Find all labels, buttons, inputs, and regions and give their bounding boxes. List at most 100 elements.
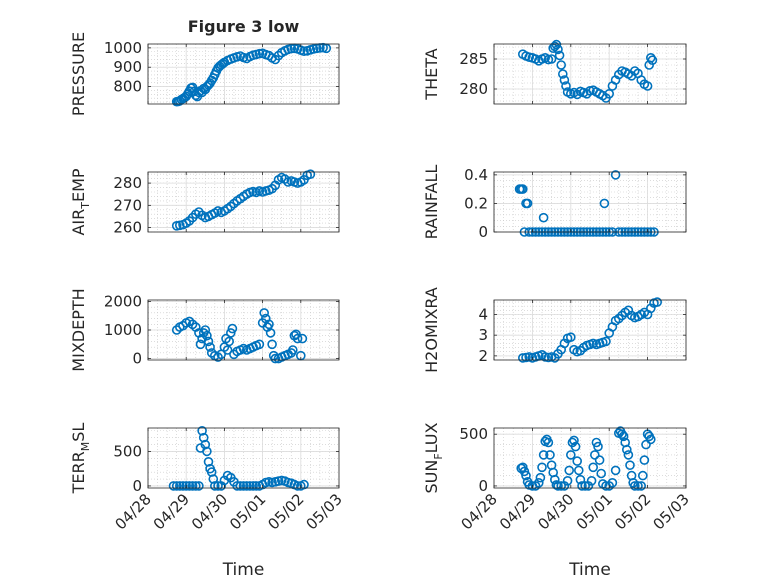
data-point xyxy=(265,328,276,338)
x-tick-label: 05/01 xyxy=(226,490,269,533)
y-tick-label: 0.2 xyxy=(464,194,488,212)
data-point xyxy=(181,481,191,491)
y-axis-label-subscript: F xyxy=(432,453,445,459)
data-point xyxy=(564,465,575,476)
data-point xyxy=(305,169,316,179)
data-point xyxy=(546,54,557,64)
data-point xyxy=(577,481,587,491)
data-point xyxy=(545,450,555,460)
data-point xyxy=(580,481,591,491)
data-point xyxy=(596,468,607,479)
data-point xyxy=(210,481,220,491)
axes-box xyxy=(147,427,340,489)
series-markers xyxy=(516,426,656,491)
x-tick-label: 04/28 xyxy=(112,490,155,533)
y-tick-label: 0 xyxy=(132,477,142,495)
data-point xyxy=(533,477,544,488)
y-axis-label-main: THETA xyxy=(422,48,441,100)
data-point xyxy=(292,333,303,344)
data-point xyxy=(645,434,656,445)
data-point xyxy=(557,69,568,79)
data-point xyxy=(537,462,547,473)
data-point xyxy=(235,481,246,491)
data-point xyxy=(297,333,308,344)
data-point xyxy=(208,474,219,484)
series-markers xyxy=(168,425,309,491)
data-point xyxy=(299,46,309,57)
x-tick-label: 04/28 xyxy=(458,490,501,533)
data-point xyxy=(202,330,212,341)
data-point xyxy=(553,44,563,55)
data-point xyxy=(569,435,579,446)
panel-mixdepth: 0 1000 2000 MIXDEPTH xyxy=(69,288,340,372)
data-point xyxy=(610,465,621,476)
data-point xyxy=(633,481,643,491)
data-point xyxy=(562,475,573,486)
data-point xyxy=(652,297,663,307)
data-point xyxy=(205,342,215,352)
data-point xyxy=(589,450,600,460)
y-axis-label: H2OMIXRA xyxy=(422,287,441,373)
x-tick-label: 04/30 xyxy=(188,490,231,533)
y-tick-label: 270 xyxy=(113,196,142,214)
data-point xyxy=(639,455,650,465)
data-point xyxy=(593,441,603,452)
y-tick-label: 0 xyxy=(478,223,488,241)
data-point xyxy=(191,481,201,491)
data-point xyxy=(556,481,567,491)
data-point xyxy=(575,474,586,485)
data-point xyxy=(226,328,236,338)
x-tick-label: 05/03 xyxy=(650,490,693,533)
y-axis-label-rest: EMP xyxy=(69,168,88,202)
data-point xyxy=(227,323,238,334)
y-tick-label: 800 xyxy=(113,78,142,96)
y-tick-label: 2 xyxy=(478,347,488,365)
panel-theta: 280 285 THETA xyxy=(422,39,687,105)
y-axis-label-main: TERR xyxy=(69,451,88,494)
data-point xyxy=(197,425,207,436)
data-point xyxy=(641,439,651,450)
x-axis-label: Time xyxy=(222,560,265,580)
data-point xyxy=(559,75,570,85)
data-point xyxy=(517,184,528,194)
data-point xyxy=(203,336,214,347)
data-point xyxy=(178,481,188,491)
axes-box xyxy=(493,171,687,233)
y-tick-label: 280 xyxy=(459,80,488,98)
axes-box xyxy=(147,171,340,233)
y-axis-label-main: MIXDEPTH xyxy=(69,288,88,371)
y-axis-label-main: SUN xyxy=(422,460,441,494)
y-tick-label: 0 xyxy=(478,477,488,495)
x-tick-label: 05/02 xyxy=(264,490,307,533)
data-point xyxy=(565,332,576,343)
data-point xyxy=(287,345,298,355)
data-point xyxy=(553,481,563,491)
y-axis-label-main: AIR xyxy=(69,209,88,236)
y-axis-label-rest: LUX xyxy=(422,422,441,453)
data-point xyxy=(270,353,281,364)
x-tick-label: 05/02 xyxy=(611,490,654,533)
x-tick-label: 05/03 xyxy=(303,490,346,533)
data-point xyxy=(291,329,301,340)
y-tick-label: 900 xyxy=(113,58,142,76)
data-point xyxy=(538,212,549,223)
data-point xyxy=(175,481,185,491)
x-tick-label: 05/01 xyxy=(573,490,616,533)
data-point xyxy=(517,353,528,363)
y-tick-label: 1000 xyxy=(104,39,142,57)
data-point xyxy=(621,444,632,455)
data-point xyxy=(586,475,597,486)
panel-h2omixra: 2 3 4 H2OMIXRA xyxy=(422,287,687,373)
data-point xyxy=(171,481,182,491)
data-point xyxy=(629,481,640,491)
data-point xyxy=(610,170,621,180)
data-point xyxy=(625,460,635,471)
data-point xyxy=(292,481,303,491)
data-point xyxy=(232,481,242,491)
data-point xyxy=(594,455,605,465)
y-axis-label: MIXDEPTH xyxy=(69,288,88,371)
data-point xyxy=(623,450,634,460)
data-point xyxy=(551,39,562,50)
y-tick-label: 280 xyxy=(113,174,142,192)
